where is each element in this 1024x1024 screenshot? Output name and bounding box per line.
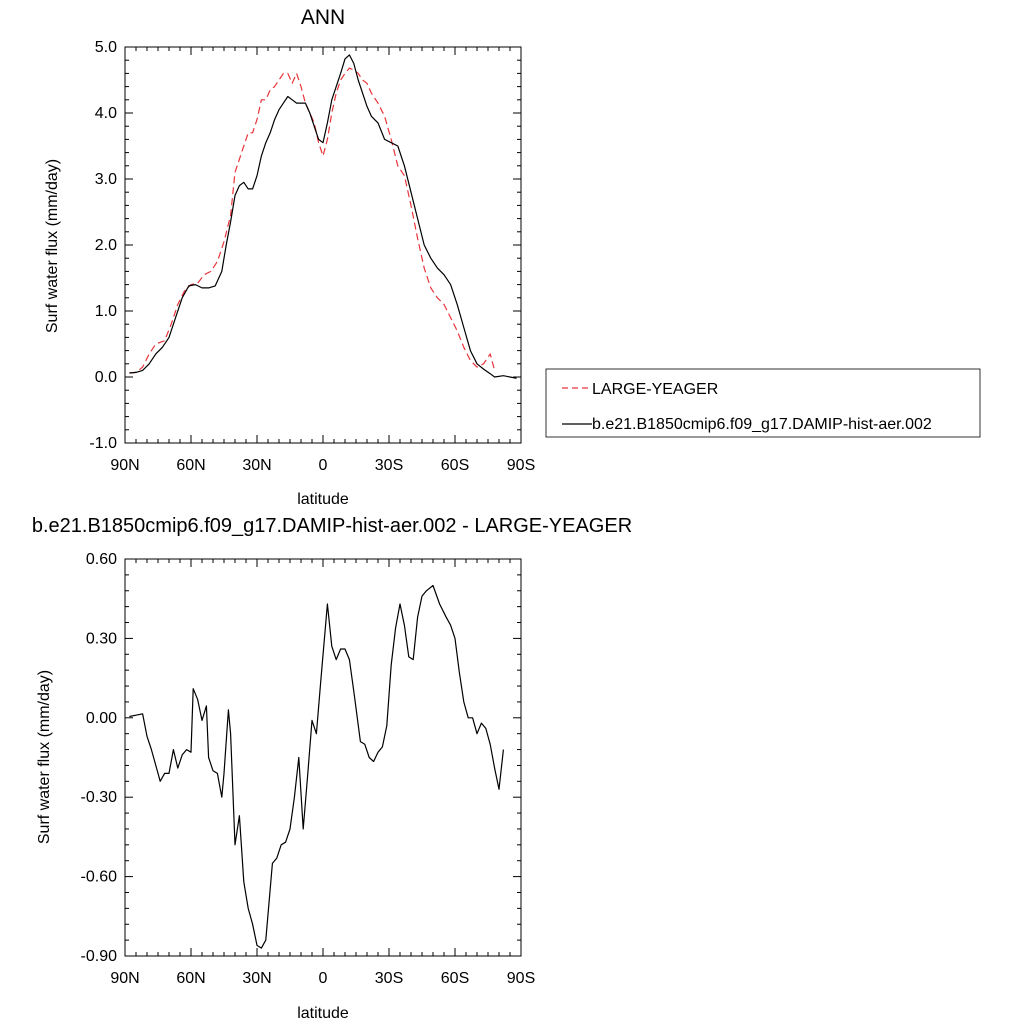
x-tick-label: 60S — [441, 970, 469, 987]
bottom-x-axis-label: latitude — [297, 1005, 349, 1022]
y-tick-label: 0.30 — [86, 630, 117, 647]
x-tick-label: 30N — [242, 457, 271, 474]
top-series-lines — [129, 54, 517, 379]
top-chart-title: ANN — [301, 6, 345, 29]
x-tick-label: 0 — [319, 457, 328, 474]
x-tick-label: 0 — [319, 970, 328, 987]
y-tick-label: 5.0 — [95, 39, 117, 56]
bottom-chart-title: b.e21.B1850cmip6.f09_g17.DAMIP-hist-aer.… — [32, 515, 632, 537]
y-tick-label: 3.0 — [95, 171, 117, 188]
y-tick-label: 1.0 — [95, 303, 117, 320]
legend-label-damip: b.e21.B1850cmip6.f09_g17.DAMIP-hist-aer.… — [592, 416, 932, 433]
y-tick-label: 0.0 — [95, 369, 117, 386]
y-tick-label: -1.0 — [89, 435, 117, 452]
y-tick-label: 4.0 — [95, 105, 117, 122]
top-y-axis-label: Surf water flux (mm/day) — [44, 159, 61, 333]
x-tick-label: 30N — [242, 970, 271, 987]
top-x-axis-label: latitude — [297, 491, 349, 508]
x-tick-label: 90N — [110, 457, 139, 474]
bottom-axis-ticks: 90N 60N 30N 0 30S 60S 90S -0.90 -0.60 -0.30 0.00 0.… — [81, 551, 536, 987]
top-axis-ticks: 90N 60N 30N 0 30S 60S 90S -1.0 0.0 1.0 2.0 3.0 4.0 5.… — [89, 39, 535, 474]
x-tick-label: 30S — [375, 970, 403, 987]
legend: LARGE-YEAGER b.e21.B1850cmip6.f09_g17.DA… — [545, 368, 981, 438]
series-line-damip — [129, 54, 517, 379]
y-tick-label: 0.60 — [86, 551, 117, 568]
bottom-plot-frame — [124, 558, 522, 957]
x-tick-label: 60N — [176, 457, 205, 474]
legend-box — [545, 368, 981, 438]
legend-label-large-yeager: LARGE-YEAGER — [592, 381, 718, 398]
x-tick-label: 90N — [110, 970, 139, 987]
top-plot-frame — [124, 46, 522, 444]
x-tick-label: 30S — [375, 457, 403, 474]
bottom-series-lines — [129, 584, 504, 949]
x-tick-label: 60N — [176, 970, 205, 987]
y-tick-label: 0.00 — [86, 710, 117, 727]
x-tick-label: 60S — [441, 457, 469, 474]
top-panel: ANN Surf water flux (mm/day) latitude 90… — [44, 6, 535, 508]
y-tick-label: -0.30 — [81, 789, 118, 806]
y-tick-label: -0.60 — [81, 869, 118, 886]
x-tick-label: 90S — [507, 970, 535, 987]
bottom-y-axis-label: Surf water flux (mm/day) — [36, 670, 53, 844]
y-tick-label: 2.0 — [95, 237, 117, 254]
series-line-large-yeager — [129, 67, 496, 374]
y-tick-label: -0.90 — [81, 948, 118, 965]
series-line-difference — [129, 584, 504, 949]
bottom-panel: b.e21.B1850cmip6.f09_g17.DAMIP-hist-aer.… — [32, 515, 632, 1022]
x-tick-label: 90S — [507, 457, 535, 474]
